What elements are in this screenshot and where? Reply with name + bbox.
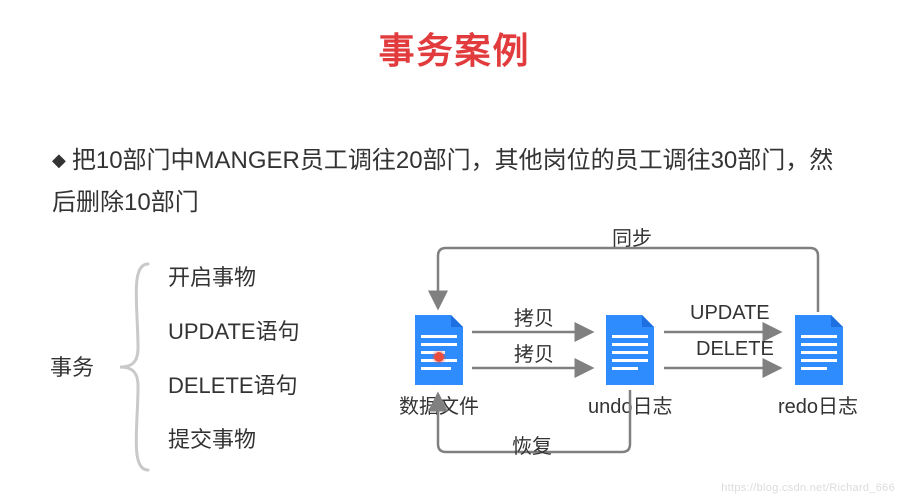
tx-item-2: DELETE语句 [168, 368, 298, 400]
tx-item-3: 提交事物 [168, 422, 256, 454]
edge-label-restore: 恢复 [512, 430, 552, 459]
edge-label-update: UPDATE [690, 302, 770, 325]
brace-icon [110, 258, 160, 476]
undo-icon [602, 315, 658, 385]
description-text: 把10部门中MANGER员工调往20部门，其他岗位的员工调往30部门，然后删除1… [52, 147, 833, 216]
redo-icon [791, 315, 847, 385]
tx-item-1: UPDATE语句 [168, 314, 300, 346]
edge-label-copy-1: 拷贝 [514, 302, 554, 331]
edge-label-sync: 同步 [612, 222, 652, 251]
datafile-label: 数据文件 [399, 390, 479, 419]
transaction-label: 事务 [50, 350, 94, 382]
edge-label-delete: DELETE [696, 338, 774, 361]
datafile-icon [411, 315, 467, 385]
description-block: ◆把10部门中MANGER员工调往20部门，其他岗位的员工调往30部门，然后删除… [52, 140, 857, 224]
undo-label: undo日志 [588, 390, 673, 419]
highlight-dot [434, 352, 444, 362]
arrow-delete [662, 358, 786, 378]
tx-item-0: 开启事物 [168, 260, 256, 292]
page-title: 事务案例 [0, 22, 909, 74]
redo-label: redo日志 [778, 390, 858, 419]
title-text: 事务案例 [378, 30, 530, 71]
watermark: https://blog.csdn.net/Richard_666 [721, 482, 895, 494]
edge-label-copy-2: 拷贝 [514, 338, 554, 367]
bullet-marker: ◆ [52, 145, 66, 177]
